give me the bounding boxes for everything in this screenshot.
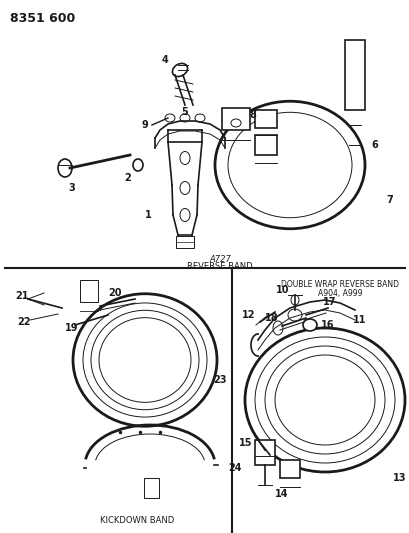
Text: 7: 7 <box>386 195 392 205</box>
Text: 4: 4 <box>161 55 168 65</box>
Ellipse shape <box>287 309 301 321</box>
Ellipse shape <box>58 159 72 177</box>
Bar <box>254 135 276 155</box>
Ellipse shape <box>230 119 240 127</box>
Ellipse shape <box>290 295 298 305</box>
Text: 18: 18 <box>265 313 278 323</box>
Ellipse shape <box>272 321 282 335</box>
Ellipse shape <box>133 159 143 171</box>
Text: 20: 20 <box>108 288 121 298</box>
Text: 19: 19 <box>65 323 79 333</box>
Bar <box>279 460 299 478</box>
Text: 23: 23 <box>213 375 226 385</box>
Bar <box>175 236 193 248</box>
Bar <box>144 478 159 498</box>
Text: 6: 6 <box>371 140 378 150</box>
Ellipse shape <box>302 319 316 331</box>
Text: KICKDOWN BAND: KICKDOWN BAND <box>100 516 174 525</box>
Text: DOUBLE WRAP REVERSE BAND: DOUBLE WRAP REVERSE BAND <box>280 280 398 289</box>
Text: 8: 8 <box>249 110 256 120</box>
Text: 17: 17 <box>322 297 336 307</box>
Text: 24: 24 <box>228 463 241 473</box>
Text: 8351 600: 8351 600 <box>10 12 75 25</box>
Text: 2: 2 <box>124 173 131 183</box>
Text: 10: 10 <box>276 285 289 295</box>
Ellipse shape <box>164 114 175 122</box>
Text: 9: 9 <box>141 120 148 130</box>
Text: A727: A727 <box>209 255 230 264</box>
Text: 16: 16 <box>321 320 334 330</box>
Text: 3: 3 <box>68 183 75 193</box>
Text: 21: 21 <box>15 291 29 301</box>
Text: 1: 1 <box>144 210 151 220</box>
Text: 11: 11 <box>353 315 366 325</box>
Bar <box>254 110 276 128</box>
Text: 14: 14 <box>274 489 288 499</box>
Ellipse shape <box>180 114 189 122</box>
Bar <box>221 108 249 130</box>
Ellipse shape <box>172 63 187 77</box>
Ellipse shape <box>180 182 189 195</box>
Bar <box>254 440 274 465</box>
Ellipse shape <box>180 151 189 165</box>
Text: 13: 13 <box>392 473 406 483</box>
Text: A904, A999: A904, A999 <box>317 289 362 298</box>
Bar <box>344 40 364 110</box>
Ellipse shape <box>195 114 204 122</box>
Ellipse shape <box>180 208 189 222</box>
Text: REVERSE BAND: REVERSE BAND <box>187 262 252 271</box>
Bar <box>80 280 98 302</box>
Text: 12: 12 <box>242 310 255 320</box>
Text: 15: 15 <box>239 438 252 448</box>
Text: 5: 5 <box>181 107 188 117</box>
Text: 22: 22 <box>17 317 31 327</box>
